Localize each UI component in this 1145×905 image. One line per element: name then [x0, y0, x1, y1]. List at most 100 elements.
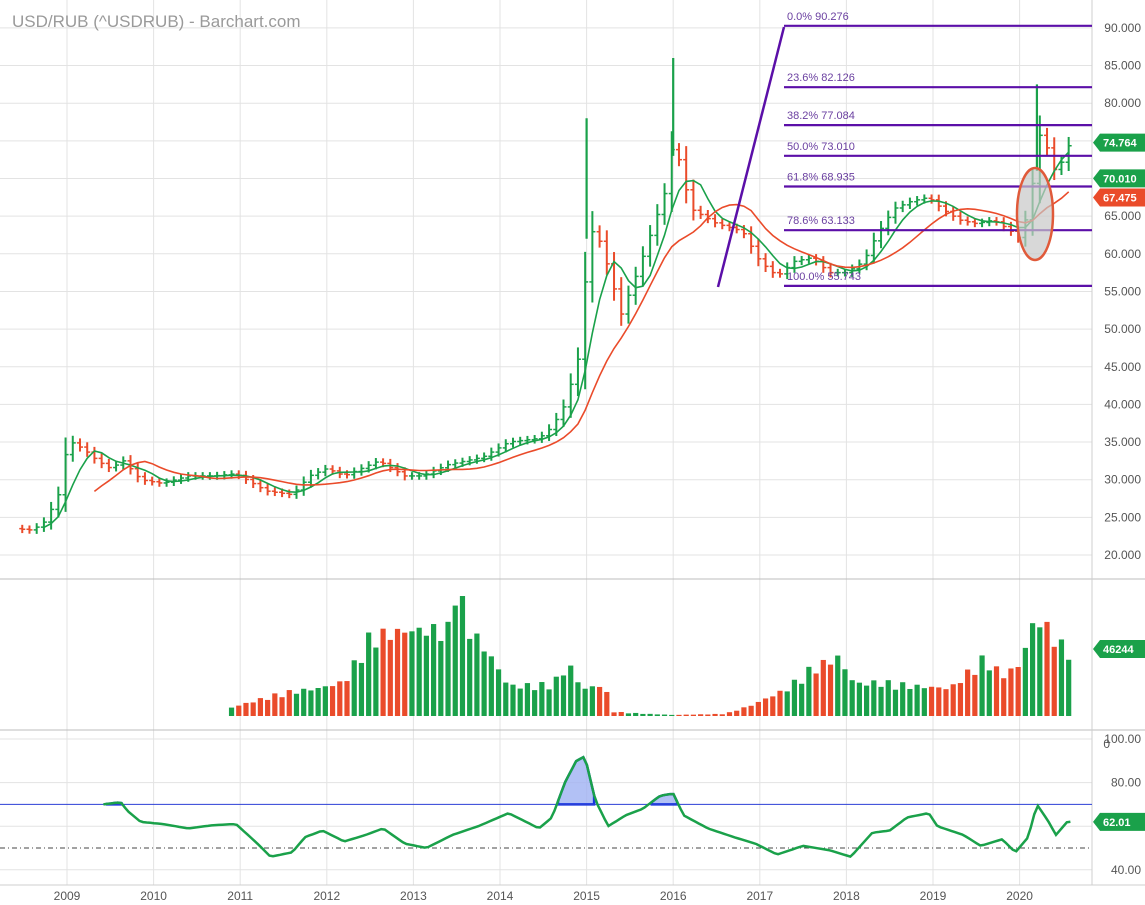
volume-bar [402, 632, 408, 716]
volume-bar [892, 689, 899, 716]
grid-lines [0, 0, 1092, 885]
volume-bar [1022, 647, 1028, 716]
volume-bar [661, 714, 668, 716]
volume-bar [900, 682, 906, 716]
volume-bar [726, 712, 733, 716]
volume-bar [654, 714, 660, 716]
x-tick-label: 2010 [140, 889, 167, 903]
volume-bar [928, 686, 935, 716]
volume-bar [532, 690, 538, 716]
time-axis: 2009 2010 2011 2012 2013 2014 2015 2016 2017 2018… [54, 889, 1034, 903]
volume-bar [236, 705, 242, 716]
volume-bar [683, 714, 689, 716]
fib-level-label: 0.0% 90.276 [787, 11, 849, 23]
volume-bar [589, 686, 595, 716]
volume-bar [358, 662, 365, 716]
volume-bar [560, 675, 567, 716]
volume-bar [698, 714, 704, 716]
rsi-last-tag: 62.01 [1093, 812, 1145, 831]
volume-bar [438, 640, 444, 716]
volume-bar [387, 639, 393, 716]
volume-bar [813, 673, 819, 716]
volume-bar [770, 696, 776, 716]
volume-bar [625, 713, 632, 716]
x-tick-label: 2011 [227, 889, 253, 903]
volume-bar [820, 659, 826, 716]
volume-bar [907, 688, 913, 716]
moving-averages [43, 151, 1070, 529]
volume-bar [1008, 668, 1014, 716]
price-tag-shape [1093, 133, 1145, 152]
volume-bar [431, 624, 437, 716]
price-tick-label: 65.000 [1104, 209, 1141, 223]
volume-bar [503, 682, 509, 716]
volume-tag-shape [1093, 640, 1145, 658]
volume-bar [257, 698, 264, 716]
volume-bar [394, 628, 401, 716]
volume-bar [690, 714, 697, 716]
volume-bar [308, 690, 314, 716]
rsi-tag-shape [1093, 812, 1145, 831]
volume-bar [705, 714, 711, 716]
highlight-ellipse [1015, 166, 1055, 262]
volume-bar [611, 712, 617, 716]
volume-bar [409, 631, 415, 716]
fib-level-label: 38.2% 77.084 [787, 110, 855, 122]
volume-bar [842, 669, 848, 716]
volume-bar [582, 688, 588, 716]
x-tick-label: 2014 [487, 889, 514, 903]
volume-bar [510, 684, 516, 716]
price-tag-text: 74.764 [1103, 138, 1138, 150]
price-tick-label: 50.000 [1104, 322, 1141, 336]
fib-level-label: 50.0% 73.010 [787, 141, 855, 153]
price-tag: 74.764 [1093, 133, 1145, 152]
volume-bar [979, 655, 985, 716]
volume-bar [553, 676, 559, 716]
volume-bar [329, 686, 336, 716]
x-tick-label: 2017 [746, 889, 773, 903]
volume-bar [416, 627, 422, 716]
volume-bar [936, 687, 942, 716]
volume-bar [993, 666, 1000, 716]
volume-bar [835, 655, 841, 716]
price-tick-label: 60.000 [1104, 247, 1141, 261]
volume-bar [481, 651, 487, 716]
rsi-tag-text: 62.01 [1103, 817, 1131, 829]
fib-level-label: 61.8% 68.935 [787, 172, 855, 184]
volume-bar [741, 707, 747, 716]
volume-bar [712, 713, 718, 716]
price-tick-label: 30.000 [1104, 473, 1141, 487]
price-tag: 70.010 [1093, 169, 1145, 188]
volume-bar [488, 656, 494, 716]
volume-bar [856, 682, 862, 716]
volume-bar [799, 683, 805, 716]
volume-bar [474, 633, 480, 716]
ma-slow-line [93, 191, 1070, 493]
volume-bar [495, 669, 502, 716]
x-tick-label: 2012 [313, 889, 340, 903]
rsi-tick-label: 40.00 [1111, 863, 1141, 877]
volume-bar [539, 682, 545, 716]
price-tag-shape [1093, 188, 1145, 207]
volume-bar [849, 680, 855, 716]
volume-bar [524, 683, 531, 716]
volume-bar [921, 688, 927, 716]
price-axis: 20.000 25.000 30.000 35.000 40.000 45.000 50.0… [1104, 21, 1141, 562]
volume-bar [806, 666, 812, 716]
volume-bar [965, 669, 971, 716]
price-tag: 67.475 [1093, 188, 1145, 207]
volume-tag: 46244 [1093, 640, 1145, 658]
volume-bar [351, 660, 357, 716]
chart-title: USD/RUB (^USDRUB) - Barchart.com [12, 12, 301, 31]
volume-bar [1001, 678, 1007, 716]
volume-bar [452, 605, 458, 716]
volume-bar [640, 713, 646, 716]
volume-bar [250, 702, 256, 716]
volume-bar [864, 685, 870, 716]
volume-tick-label: 0 [1103, 737, 1110, 751]
volume-bar [344, 681, 350, 716]
volume-bar [943, 689, 949, 716]
volume-bar [972, 674, 978, 716]
volume-bar [604, 691, 610, 716]
volume-bar [871, 680, 877, 716]
